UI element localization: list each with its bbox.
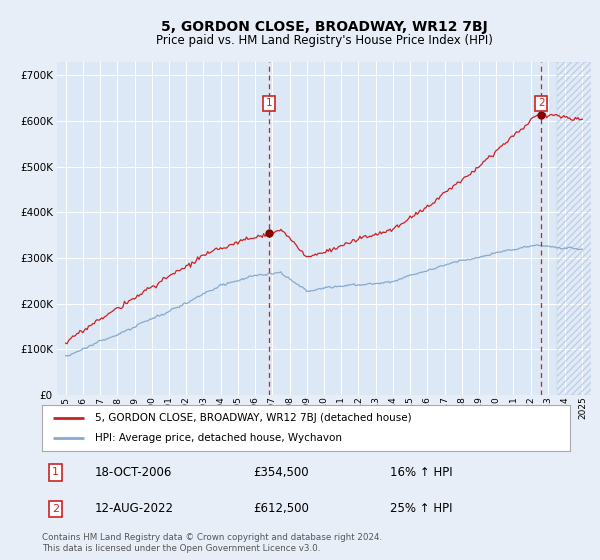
Text: 1: 1 xyxy=(265,98,272,108)
Text: 5, GORDON CLOSE, BROADWAY, WR12 7BJ (detached house): 5, GORDON CLOSE, BROADWAY, WR12 7BJ (det… xyxy=(95,413,412,423)
Text: 16% ↑ HPI: 16% ↑ HPI xyxy=(391,466,453,479)
Text: HPI: Average price, detached house, Wychavon: HPI: Average price, detached house, Wych… xyxy=(95,433,342,443)
Text: Contains HM Land Registry data © Crown copyright and database right 2024.
This d: Contains HM Land Registry data © Crown c… xyxy=(42,533,382,553)
Text: 2: 2 xyxy=(52,504,59,514)
Text: £612,500: £612,500 xyxy=(253,502,309,515)
Bar xyxy=(557,62,599,395)
Text: Price paid vs. HM Land Registry's House Price Index (HPI): Price paid vs. HM Land Registry's House … xyxy=(155,34,493,46)
Text: £354,500: £354,500 xyxy=(253,466,309,479)
Text: 2: 2 xyxy=(538,98,545,108)
Text: 25% ↑ HPI: 25% ↑ HPI xyxy=(391,502,453,515)
Text: 1: 1 xyxy=(52,468,59,478)
Text: 5, GORDON CLOSE, BROADWAY, WR12 7BJ: 5, GORDON CLOSE, BROADWAY, WR12 7BJ xyxy=(161,20,487,34)
Text: 12-AUG-2022: 12-AUG-2022 xyxy=(95,502,174,515)
Text: 18-OCT-2006: 18-OCT-2006 xyxy=(95,466,172,479)
